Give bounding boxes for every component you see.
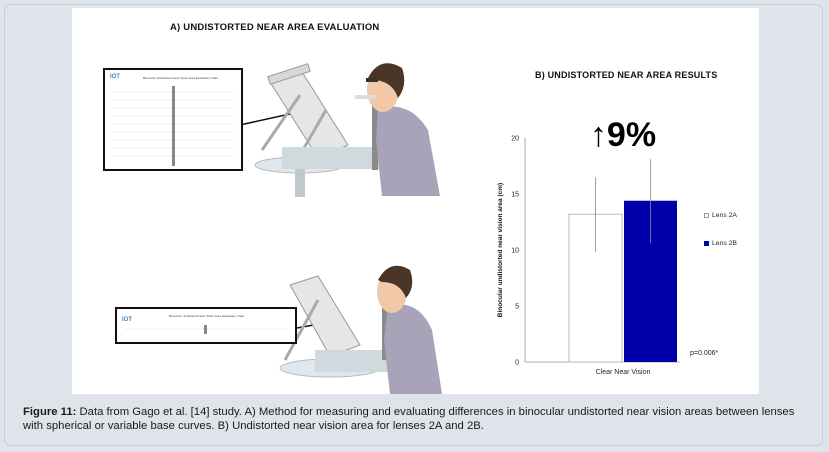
y-tick-label: 5 bbox=[515, 304, 519, 311]
p-value: p=0.006* bbox=[690, 350, 718, 357]
logo-text: IOT bbox=[110, 74, 120, 80]
caption-text: Data from Gago et al. [14] study. A) Met… bbox=[23, 406, 795, 432]
doc-grid bbox=[111, 86, 235, 166]
panel-a-title: A) UNDISTORTED NEAR AREA EVALUATION bbox=[170, 22, 380, 33]
y-tick-label: 15 bbox=[511, 192, 519, 199]
legend-lens-2a: Lens 2A bbox=[704, 212, 737, 219]
increase-annotation: ↑9% bbox=[590, 116, 656, 154]
figure-caption: Figure 11: Data from Gago et al. [14] st… bbox=[23, 405, 808, 433]
legend-swatch-2b bbox=[704, 241, 709, 246]
chart-title: B) UNDISTORTED NEAR AREA RESULTS bbox=[535, 70, 718, 80]
legend-lens-2b: Lens 2B bbox=[704, 240, 737, 247]
y-tick-label: 10 bbox=[511, 248, 519, 255]
doc-title: Binocular Undistorted Near Vision Area E… bbox=[143, 76, 218, 80]
person-top bbox=[355, 63, 440, 196]
evaluation-chart-top: IOT Binocular Undistorted Near Vision Ar… bbox=[103, 68, 243, 171]
y-tick-label: 0 bbox=[515, 360, 519, 367]
doc-line bbox=[127, 325, 287, 334]
legend-label: Lens 2B bbox=[712, 240, 737, 247]
caption-label: Figure 11: bbox=[23, 406, 77, 418]
reading-stand-top bbox=[254, 63, 382, 197]
y-axis-label: Binocular undistorted near vision area (… bbox=[497, 183, 504, 317]
legend-swatch-2a bbox=[704, 213, 709, 218]
y-tick-label: 20 bbox=[511, 136, 519, 143]
evaluation-chart-bottom: IOT Binocular Undistorted Near Vision Ar… bbox=[115, 307, 297, 344]
person-bottom bbox=[377, 265, 442, 394]
x-tick-label: Clear Near Vision bbox=[596, 369, 651, 376]
doc-title: Binocular Undistorted Near Vision Area E… bbox=[169, 314, 244, 318]
legend-label: Lens 2A bbox=[712, 212, 737, 219]
logo-text: IOT bbox=[122, 317, 132, 323]
